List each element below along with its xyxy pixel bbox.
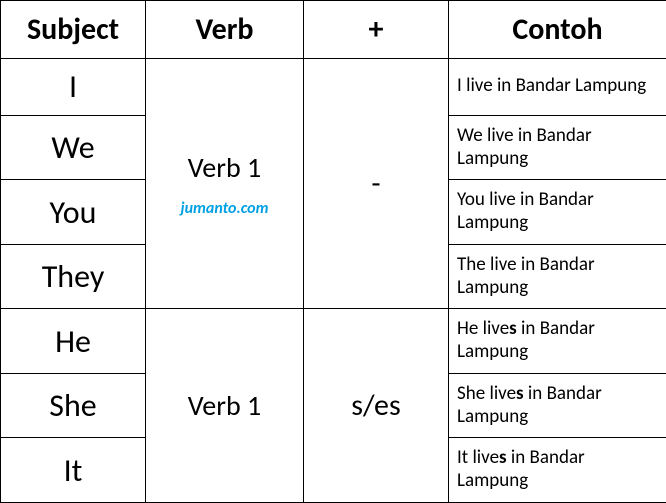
grammar-table-container: Subject Verb + Contoh I Verb 1 jumanto.c…: [0, 0, 666, 503]
subject-cell: She: [1, 373, 146, 438]
table-row: He Verb 1 s/es He lives in Bandar Lampun…: [1, 309, 666, 374]
header-verb: Verb: [146, 1, 304, 59]
watermark-text: jumanto.com: [154, 199, 295, 218]
table-row: I Verb 1 jumanto.com - I live in Bandar …: [1, 59, 666, 116]
verb-label: Verb 1: [154, 150, 295, 185]
grammar-table: Subject Verb + Contoh I Verb 1 jumanto.c…: [0, 0, 666, 503]
header-plus: +: [304, 1, 449, 59]
example-cell: I live in Bandar Lampung: [449, 59, 666, 116]
plus-cell-group1: -: [304, 59, 449, 309]
example-cell: It lives in Bandar Lampung: [449, 438, 666, 503]
subject-cell: You: [1, 180, 146, 245]
example-cell: He lives in Bandar Lampung: [449, 309, 666, 374]
header-subject: Subject: [1, 1, 146, 59]
subject-cell: They: [1, 244, 146, 309]
example-cell: The live in Bandar Lampung: [449, 244, 666, 309]
example-cell: We live in Bandar Lampung: [449, 115, 666, 180]
example-cell: She lives in Bandar Lampung: [449, 373, 666, 438]
subject-cell: It: [1, 438, 146, 503]
plus-cell-group2: s/es: [304, 309, 449, 503]
subject-cell: I: [1, 59, 146, 116]
verb-cell-group2: Verb 1: [146, 309, 304, 503]
subject-cell: He: [1, 309, 146, 374]
header-row: Subject Verb + Contoh: [1, 1, 666, 59]
header-contoh: Contoh: [449, 1, 666, 59]
subject-cell: We: [1, 115, 146, 180]
verb-cell-group1: Verb 1 jumanto.com: [146, 59, 304, 309]
example-cell: You live in Bandar Lampung: [449, 180, 666, 245]
